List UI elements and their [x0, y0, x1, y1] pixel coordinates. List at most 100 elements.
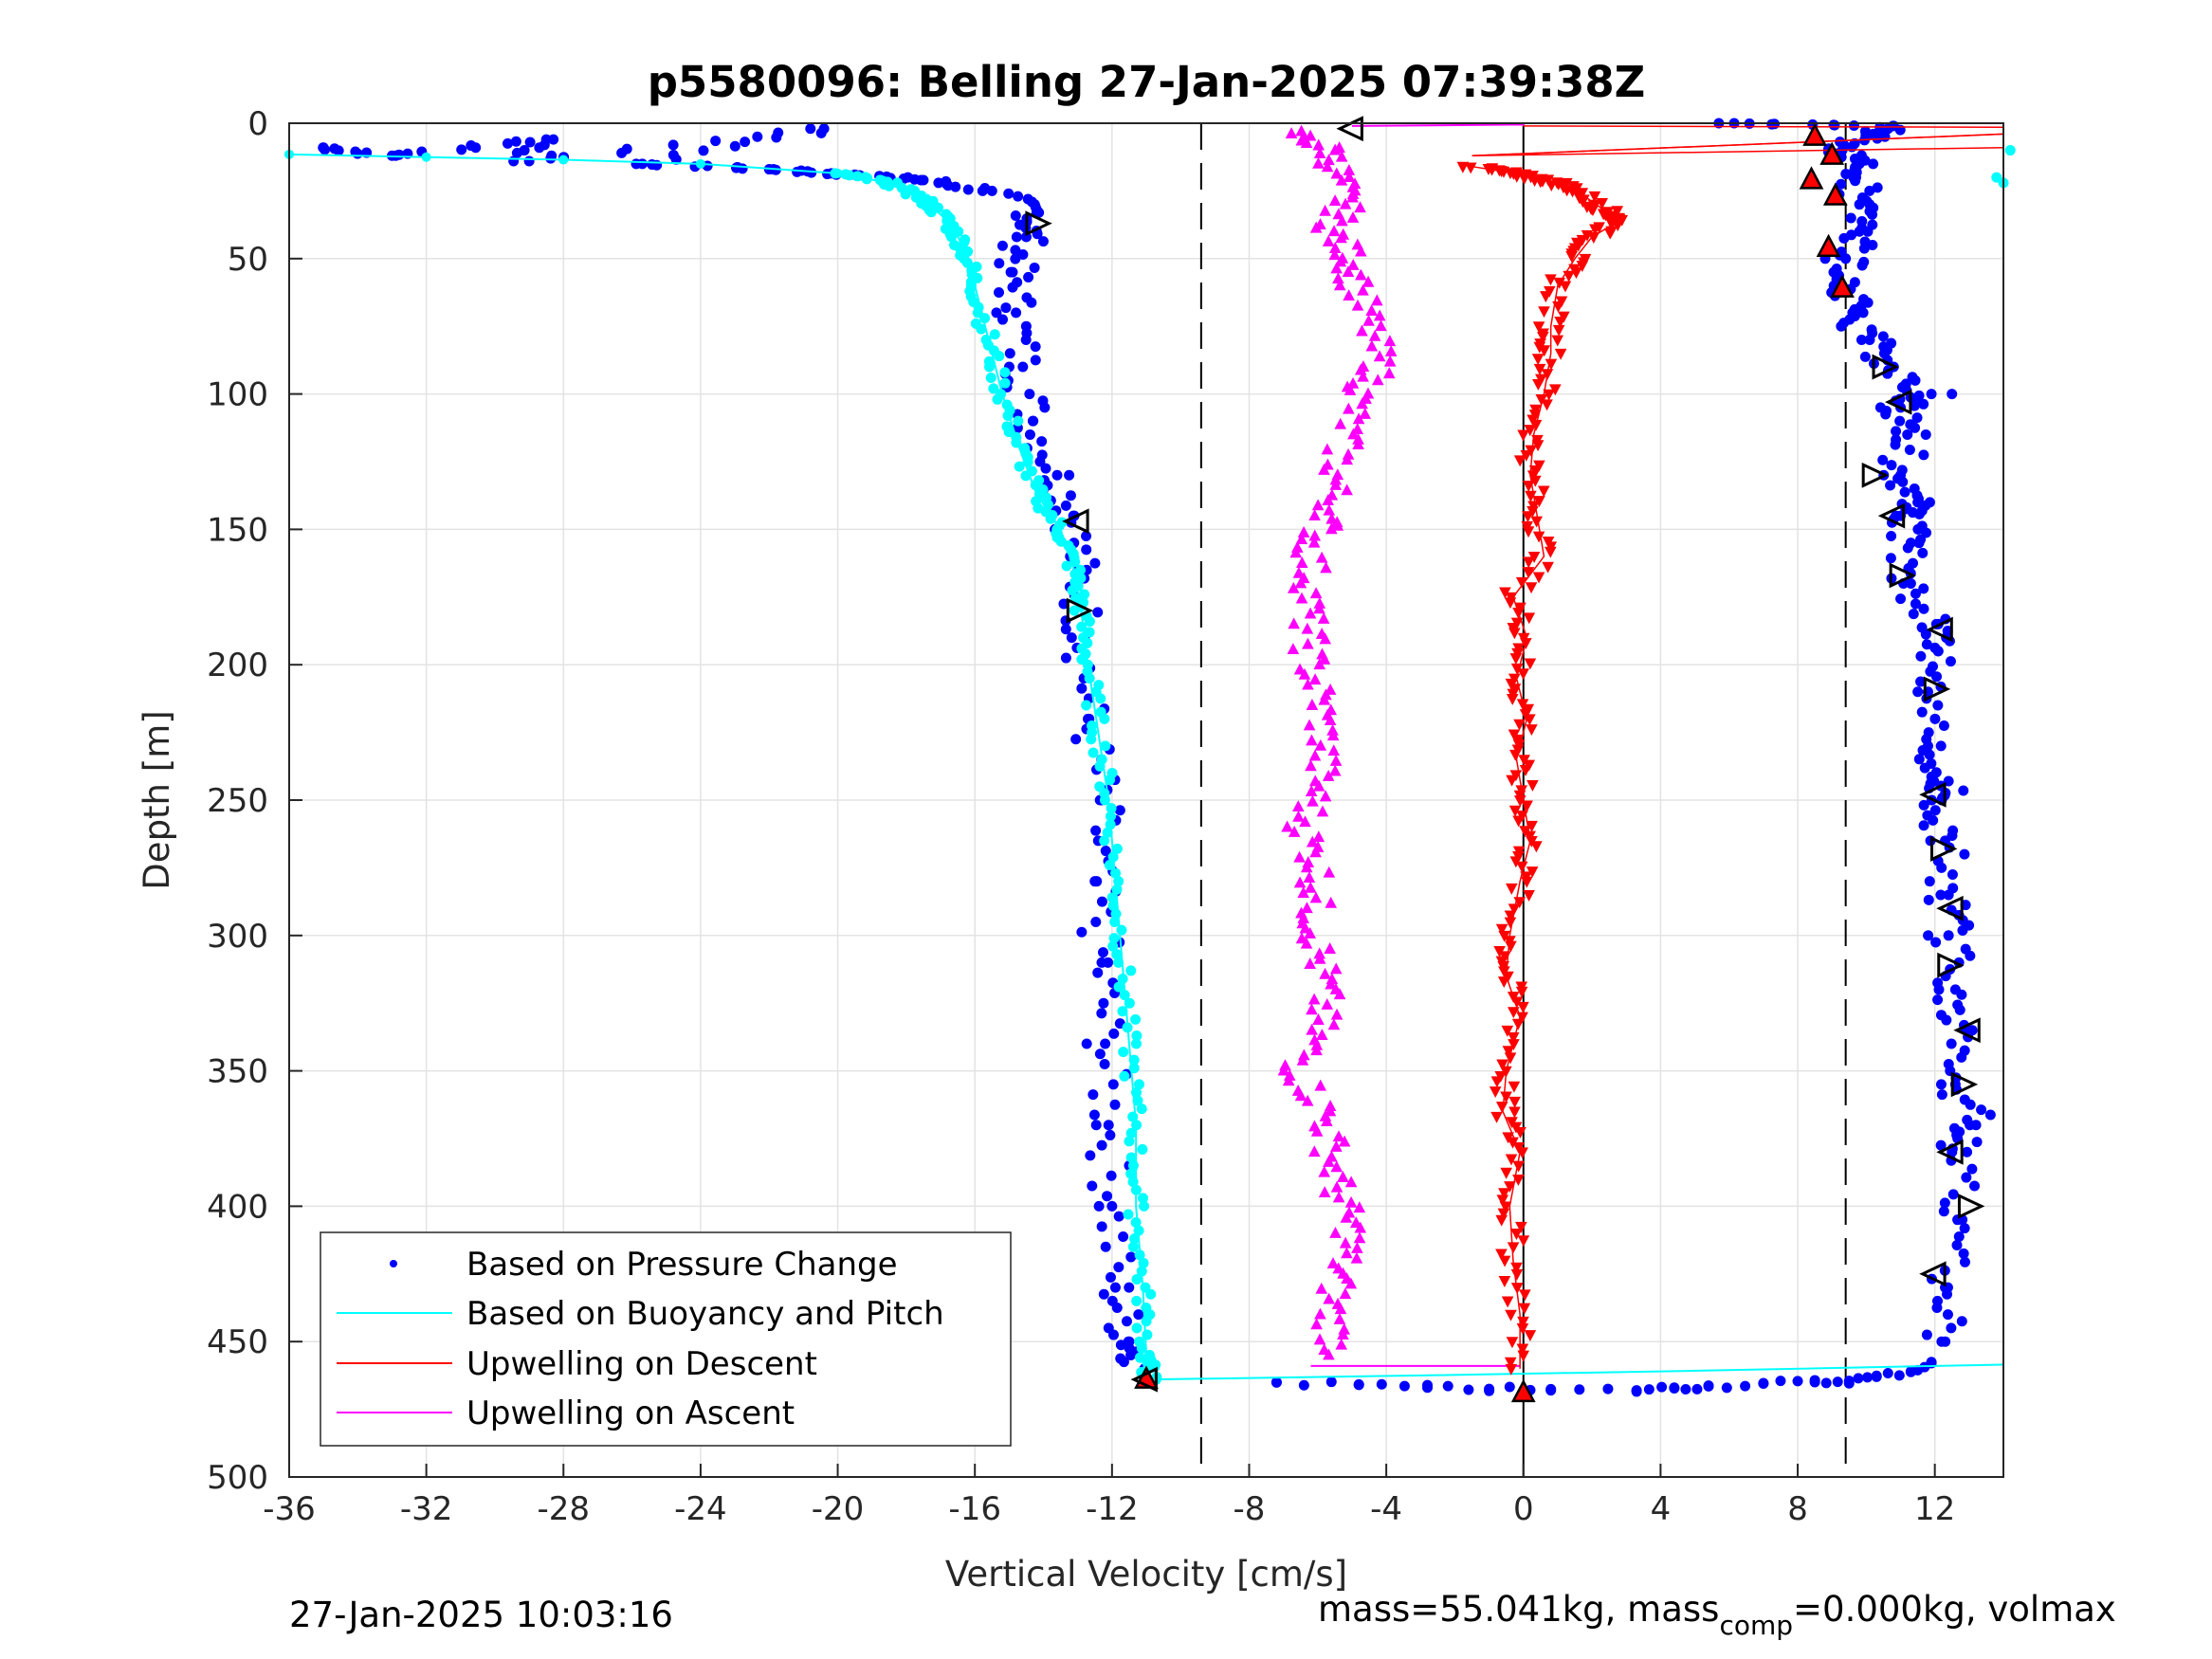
pressure-dot-0-72 — [977, 185, 988, 196]
descent-marker-157 — [1524, 658, 1537, 670]
buoyancy-dot-167 — [1108, 933, 1120, 944]
pressure-dot-2-108 — [1929, 713, 1941, 724]
buoyancy-dot-138 — [1099, 713, 1110, 724]
ascent-marker-228 — [1318, 1165, 1331, 1177]
descent-marker-97 — [1531, 354, 1545, 366]
ascent-marker-220 — [1310, 1124, 1324, 1137]
pressure-dot-2-179 — [1905, 419, 1916, 430]
y-tick-label-2: 100 — [207, 376, 268, 414]
x-tick-label-4: -20 — [812, 1490, 865, 1528]
ascent-marker-161 — [1288, 825, 1301, 837]
buoyancy-point-2 — [558, 155, 569, 165]
pressure-dot-2-38 — [1936, 1089, 1947, 1101]
pressure-point-0-16 — [1051, 469, 1063, 481]
legend-label-pressure: Based on Pressure Change — [466, 1246, 898, 1284]
buoyancy-dot-173 — [1113, 981, 1124, 993]
buoyancy-dot-155 — [1099, 835, 1110, 847]
pressure-dot-0-21 — [511, 147, 522, 158]
pressure-dot-0-91 — [1010, 245, 1021, 256]
pressure-dot-2-26 — [1935, 1139, 1947, 1151]
ascent-marker-63 — [1383, 355, 1397, 367]
ascent-marker-222 — [1338, 1135, 1351, 1147]
pressure-dot-2-31 — [1948, 1122, 1960, 1134]
pressure-dot-1-33 — [1871, 1370, 1882, 1381]
pressure-dot-1-21 — [1703, 1380, 1714, 1392]
buoyancy-dot-94 — [1033, 502, 1044, 514]
pressure-dot-2-176 — [1920, 428, 1931, 440]
ascent-marker-10 — [1335, 150, 1348, 162]
buoyancy-dot-147 — [1105, 775, 1116, 786]
ascent-marker-147 — [1329, 754, 1343, 766]
buoyancy-dot-198 — [1130, 1184, 1142, 1195]
descent-marker-236 — [1489, 1086, 1502, 1099]
descent-marker-255 — [1496, 1194, 1509, 1207]
pressure-dot-2-34 — [1984, 1109, 1996, 1121]
ascent-marker-130 — [1298, 667, 1311, 680]
x-tick-label-3: -24 — [674, 1490, 727, 1528]
pressure-dot-2-131 — [1918, 603, 1929, 614]
descent-marker-225 — [1511, 1018, 1525, 1030]
ascent-marker-234 — [1344, 1195, 1358, 1208]
pressure-dot-2-143 — [1902, 542, 1913, 554]
pressure-dot-1-30 — [1843, 1377, 1855, 1389]
ascent-marker-28 — [1346, 210, 1360, 223]
ascent-marker-47 — [1362, 275, 1375, 287]
outline-marker-right-10 — [1937, 952, 1965, 978]
pressure-dot-0-225 — [1115, 1340, 1126, 1351]
pressure-dot-2-192 — [1947, 389, 1958, 400]
ascent-marker-224 — [1307, 1145, 1321, 1158]
buoyancy-dot-194 — [1125, 1152, 1137, 1163]
ascent-marker-78 — [1334, 417, 1347, 429]
pressure-dot-2-244 — [1845, 212, 1856, 224]
ascent-marker-245 — [1350, 1251, 1363, 1264]
pressure-dot-1-6 — [1422, 1379, 1434, 1391]
descent-marker-193 — [1530, 841, 1543, 853]
ascent-marker-5 — [1300, 137, 1313, 148]
x-tick-label-11: 8 — [1787, 1490, 1808, 1528]
descent-marker-95 — [1538, 345, 1550, 357]
pressure-dot-2-132 — [1910, 598, 1921, 610]
buoyancy-dot-223 — [1142, 1357, 1153, 1368]
pressure-dot-0-149 — [1092, 607, 1104, 618]
descent-marker-137 — [1522, 556, 1535, 569]
pressure-dot-2-27 — [1971, 1137, 1983, 1148]
descent-marker-205 — [1504, 910, 1517, 922]
pressure-dot-0-207 — [1102, 1191, 1113, 1202]
pressure-dot-0-120 — [1027, 415, 1038, 427]
ascent-marker-13 — [1321, 160, 1334, 173]
descent-marker-235 — [1508, 1081, 1521, 1093]
pressure-dot-1-25 — [1775, 1376, 1786, 1387]
buoyancy-dot-202 — [1130, 1217, 1142, 1229]
buoyancy-dot-59 — [989, 329, 1000, 340]
ascent-marker-100 — [1325, 522, 1338, 535]
pressure-dot-2-197 — [1907, 372, 1918, 383]
pressure-dot-1-13 — [1574, 1384, 1585, 1395]
descent-marker-106 — [1541, 399, 1553, 411]
pressure-dot-0-173 — [1100, 846, 1111, 857]
descent-marker-180 — [1506, 775, 1518, 787]
pressure-dot-1-12 — [1545, 1383, 1557, 1395]
descent-marker-229 — [1502, 1046, 1515, 1058]
descent-marker-207 — [1495, 923, 1508, 936]
ascent-marker-1 — [1285, 127, 1298, 138]
pressure-dot-2-184 — [1874, 402, 1886, 413]
buoyancy-dot-142 — [1100, 740, 1111, 752]
pressure-dot-0-99 — [1007, 282, 1018, 293]
pressure-dot-2-242 — [1867, 219, 1878, 230]
pressure-dot-2-106 — [1923, 727, 1934, 738]
pressure-dot-2-74 — [1924, 876, 1935, 887]
x-tick-label-6: -12 — [1086, 1490, 1139, 1528]
ascent-marker-213 — [1294, 1089, 1307, 1102]
buoyancy-point-4 — [832, 168, 843, 178]
pressure-dot-0-13 — [466, 140, 477, 152]
descent-marker-151 — [1508, 628, 1521, 640]
descent-marker-206 — [1504, 917, 1517, 929]
buoyancy-dot-166 — [1116, 924, 1127, 936]
ascent-marker-90 — [1329, 478, 1343, 490]
buoyancy-dot-181 — [1118, 1047, 1129, 1058]
pressure-dot-2-12 — [1958, 1248, 1969, 1259]
ascent-marker-159 — [1299, 815, 1311, 828]
x-tick-label-10: 4 — [1651, 1490, 1672, 1528]
pressure-dot-2-167 — [1892, 473, 1904, 484]
ascent-marker-175 — [1325, 896, 1338, 908]
